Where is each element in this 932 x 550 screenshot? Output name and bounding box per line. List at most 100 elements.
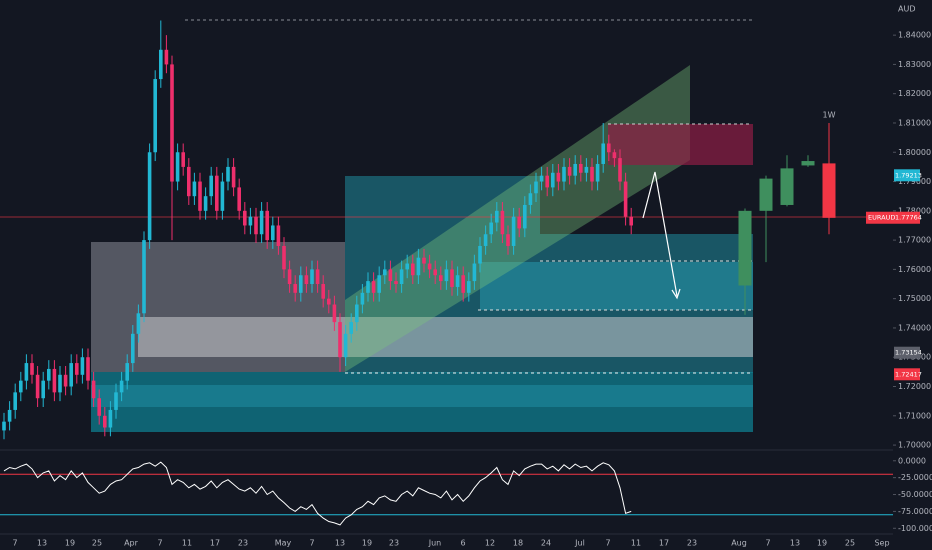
candle-body <box>248 216 253 226</box>
candle-body <box>142 240 146 314</box>
y-tick-label: -25.0000 <box>898 473 932 482</box>
x-tick-label: 11 <box>631 539 641 548</box>
candle-body <box>360 292 365 305</box>
candle-body <box>366 281 370 293</box>
x-tick-label: 7 <box>12 539 17 548</box>
candle-body <box>181 152 185 167</box>
zone-dark-teal <box>91 372 753 432</box>
price-tag-label: 1.77764 <box>895 214 922 222</box>
x-tick-label: 19 <box>65 539 75 548</box>
candle-body <box>371 281 376 293</box>
x-tick-label: 23 <box>687 539 697 548</box>
x-tick-label: 17 <box>210 539 220 548</box>
candle-body <box>595 163 600 182</box>
x-tick-label: May <box>275 539 292 548</box>
candle-body <box>304 275 309 285</box>
candle-body <box>338 322 342 358</box>
candle-body <box>439 275 443 282</box>
candle-body <box>293 284 297 293</box>
candle-body <box>551 172 555 188</box>
candle-body <box>215 175 219 211</box>
candle-body <box>35 374 40 399</box>
candle-body <box>265 210 269 241</box>
candle-body <box>534 181 538 194</box>
candle-body <box>433 269 437 276</box>
candle-body <box>467 281 471 293</box>
candle-body <box>52 368 57 393</box>
candle-body <box>136 313 141 334</box>
y-tick-label: -75.0000 <box>898 507 932 516</box>
candle-body <box>86 357 90 381</box>
candle-body <box>63 374 68 387</box>
price-tag-label: 1.73154 <box>895 349 922 357</box>
price-tag <box>894 368 920 381</box>
candle-body <box>108 409 113 428</box>
candle-body <box>276 225 281 246</box>
candle-body <box>271 225 275 241</box>
candle-body <box>450 269 454 287</box>
candle-body <box>556 172 561 182</box>
candle-body <box>170 64 174 182</box>
candle-body <box>282 245 286 270</box>
y-tick-label: 1.75000 <box>898 294 931 303</box>
candle-body <box>315 269 320 285</box>
candle-body <box>254 216 258 235</box>
candle-body <box>461 275 465 293</box>
candle-body <box>545 175 549 188</box>
arrow <box>642 171 678 297</box>
candle-body <box>539 175 544 182</box>
candle-body <box>506 234 510 246</box>
price-tag-label: 1.72417 <box>895 370 922 378</box>
candle-body <box>287 269 292 285</box>
candle-body <box>517 216 521 229</box>
candle-body <box>601 143 605 164</box>
x-tick-label: 13 <box>37 539 47 548</box>
x-tick-label: 25 <box>845 539 855 548</box>
candle-body <box>310 269 314 285</box>
y-tick-label: 1.71000 <box>898 411 931 420</box>
candle-body <box>75 363 79 375</box>
x-tick-label: Sep <box>874 539 889 548</box>
candle-body <box>394 281 398 285</box>
y-tick-label: 1.79000 <box>898 177 931 186</box>
x-tick-label: 12 <box>485 539 495 548</box>
candle-body <box>623 181 628 217</box>
x-tick-label: 11 <box>182 539 192 548</box>
candle-body <box>299 275 303 293</box>
candle-body <box>822 163 836 218</box>
candle-body <box>24 363 29 381</box>
y-tick-label: 1.84000 <box>898 31 931 40</box>
candle-body <box>377 275 381 293</box>
candle-body <box>2 421 6 431</box>
y-tick-label: 1.81000 <box>898 118 931 127</box>
x-tick-label: 7 <box>157 539 162 548</box>
candle-body <box>13 392 17 410</box>
x-tick-label: 23 <box>238 539 248 548</box>
y-tick-label: 1.76000 <box>898 265 931 274</box>
candle-body <box>573 163 577 176</box>
candle-body <box>405 263 409 270</box>
x-tick-label: 19 <box>817 539 827 548</box>
candle-body <box>119 380 124 393</box>
y-tick-label: 1.77000 <box>898 236 931 245</box>
candle-body <box>259 210 264 235</box>
x-tick-label: 17 <box>659 539 669 548</box>
candle-body <box>411 263 415 276</box>
candle-body <box>321 284 325 299</box>
candle-body <box>590 166 594 182</box>
candle-body <box>97 398 101 416</box>
x-tick-label: 6 <box>460 539 465 548</box>
y-tick-label: 1.74000 <box>898 323 931 332</box>
candle-body <box>355 304 359 323</box>
candle-body <box>7 409 12 422</box>
candle-body <box>579 163 583 173</box>
zone-supply <box>608 124 753 165</box>
x-tick-label: 7 <box>309 539 314 548</box>
candle-body <box>618 158 622 182</box>
candle-body <box>801 161 815 166</box>
candle-body <box>427 263 432 270</box>
zone-band <box>91 385 753 407</box>
candle-body <box>159 49 163 80</box>
x-tick-label: 18 <box>513 539 523 548</box>
